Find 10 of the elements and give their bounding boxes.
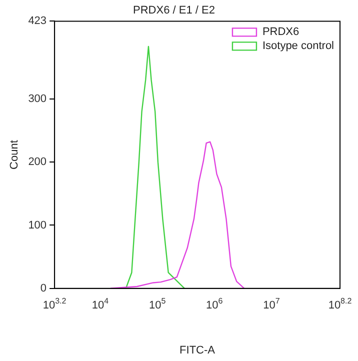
y-tick-label: 423 [28, 15, 47, 28]
y-tick-label: 100 [28, 219, 47, 232]
x-axis-title: FITC-A [180, 344, 216, 356]
y-tick-label: 200 [28, 156, 47, 168]
y-tick-label: 300 [28, 92, 47, 105]
y-axis-title: Count [8, 140, 21, 170]
chart-title: PRDX6 / E1 / E2 [133, 4, 215, 17]
y-tick-label: 0 [40, 282, 47, 294]
legend-label: PRDX6 [262, 26, 300, 38]
legend-label: Isotype control [262, 40, 334, 52]
